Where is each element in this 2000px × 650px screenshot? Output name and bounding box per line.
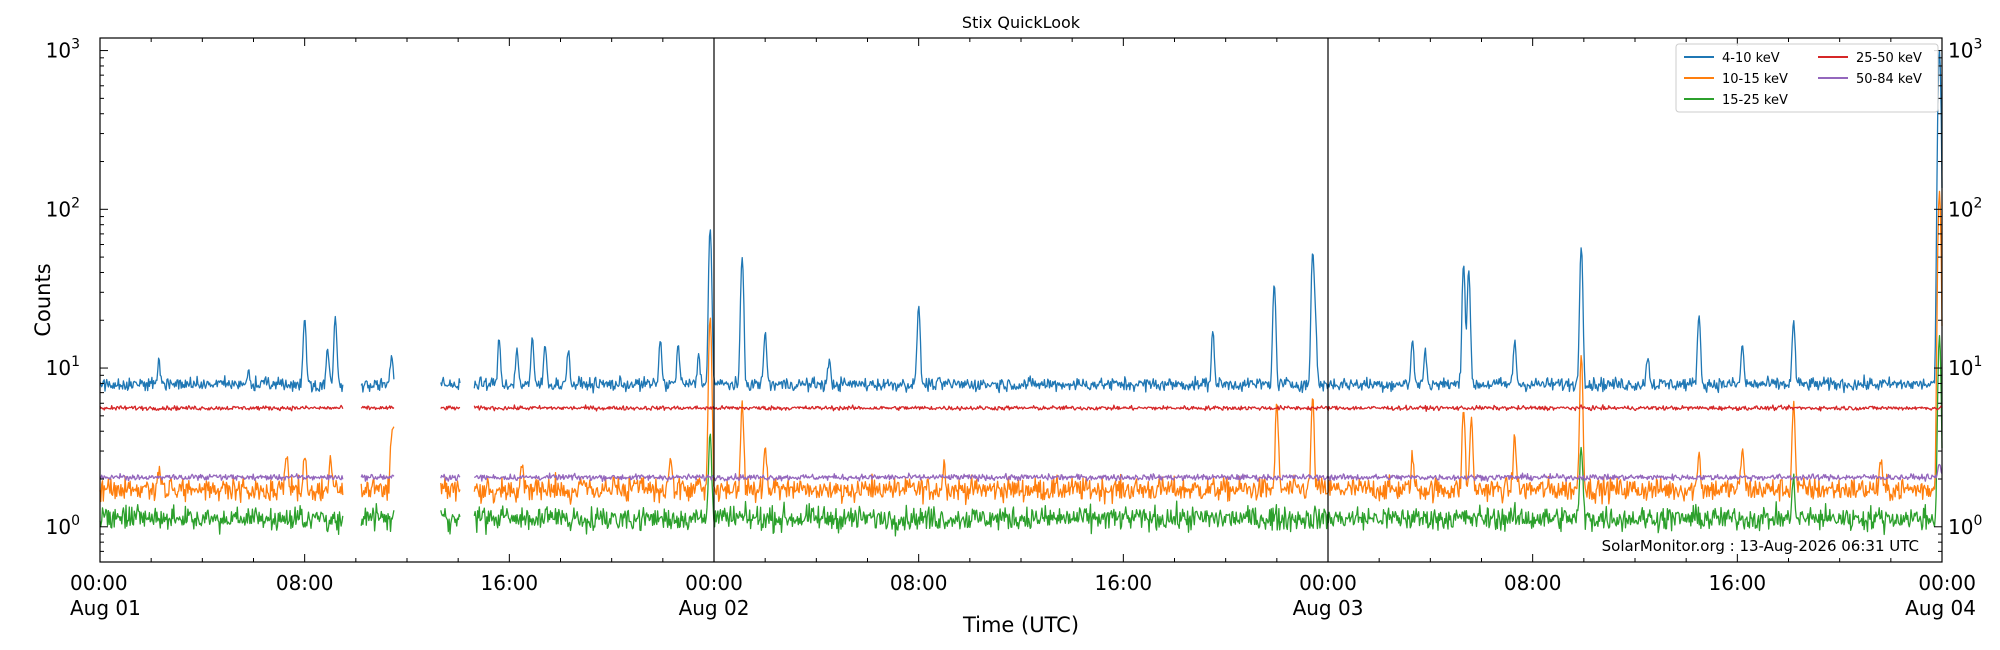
y-tick-label: 102 — [1948, 195, 1982, 221]
y-tick-label: 103 — [46, 37, 80, 63]
credit-annotation: SolarMonitor.org : 13-Aug-2026 06:31 UTC — [1602, 537, 1919, 555]
legend-label: 4-10 keV — [1722, 51, 1780, 66]
x-tick-label-time: 08:00 — [276, 571, 334, 595]
legend: 4-10 keV 10-15 keV 15-25 keV 25-50 keV 50-84… — [1675, 43, 1939, 113]
legend-label: 15-25 keV — [1722, 93, 1788, 108]
x-tick-label-date: Aug 03 — [1293, 596, 1364, 620]
y-tick-label: 100 — [1948, 513, 1982, 539]
x-tick-label-time: 08:00 — [890, 571, 948, 595]
chart-title: Stix QuickLook — [962, 13, 1081, 32]
plot-frame — [99, 37, 1943, 563]
series-line-25-50-kev — [99, 404, 1943, 412]
x-axis-title: Time (UTC) — [962, 613, 1079, 637]
x-tick-label-time: 00:00 — [1299, 571, 1357, 595]
y-axis-title: Counts — [31, 263, 55, 336]
series-layer — [99, 49, 1943, 537]
legend-label: 50-84 keV — [1856, 72, 1922, 87]
day-boundary-lines — [713, 38, 1329, 562]
x-tick-label-time: 16:00 — [481, 571, 539, 595]
x-tick-label-time: 00:00 — [1918, 571, 1976, 595]
y-tick-label: 102 — [46, 195, 80, 221]
x-tick-label-time: 08:00 — [1504, 571, 1562, 595]
series-line-50-84-kev — [99, 463, 1943, 483]
series-line-10-15-kev — [99, 190, 1943, 506]
legend-label: 10-15 keV — [1722, 72, 1788, 87]
y-tick-label: 101 — [1948, 354, 1982, 380]
x-tick-label-date: Aug 04 — [1905, 596, 1976, 620]
y-tick-label: 100 — [46, 513, 80, 539]
x-tick-label-date: Aug 02 — [679, 596, 750, 620]
x-tick-label-time: 16:00 — [1709, 571, 1767, 595]
x-tick-label-time: 16:00 — [1095, 571, 1153, 595]
legend-box — [1675, 43, 1939, 113]
series-line-4-10-kev — [99, 49, 1943, 394]
y-tick-label: 101 — [46, 354, 80, 380]
y-axis-ticks: 100 100 101 101 102 102 103 103 — [46, 37, 1982, 563]
x-tick-label-date: Aug 01 — [70, 596, 141, 620]
x-tick-label-time: 00:00 — [685, 571, 743, 595]
legend-label: 25-50 keV — [1856, 51, 1922, 66]
y-tick-label: 103 — [1948, 37, 1982, 63]
series-line-15-25-kev — [99, 335, 1943, 537]
x-tick-label-time: 00:00 — [70, 571, 128, 595]
